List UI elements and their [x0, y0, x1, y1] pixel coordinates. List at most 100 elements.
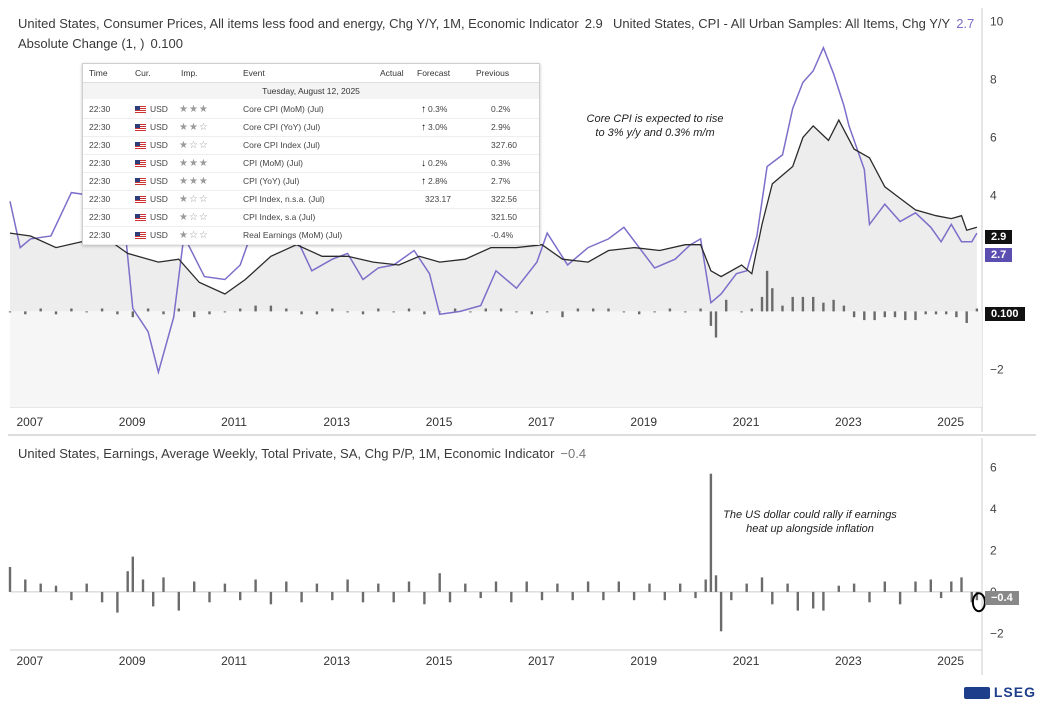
change-bar — [781, 305, 784, 312]
row-currency: USD — [135, 104, 168, 114]
earnings-bar — [377, 583, 380, 592]
top-x-tick-label: 2013 — [323, 415, 350, 429]
change-bar — [852, 311, 856, 318]
change-bar — [561, 311, 564, 318]
row-event: CPI (MoM) (Jul) — [243, 158, 303, 168]
importance-stars-icon: ★☆☆ — [179, 212, 209, 223]
calendar-row: 22:30 USD ★☆☆ CPI Index, s.a (Jul) 321.50 — [83, 208, 539, 227]
row-event: Core CPI (MoM) (Jul) — [243, 104, 324, 114]
earnings-annotation: The US dollar could rally if earnings he… — [700, 508, 920, 536]
bottom-x-tick-label: 2025 — [937, 654, 964, 668]
us-flag-icon — [135, 124, 146, 132]
forecast-arrow-icon: ↑ — [421, 104, 426, 115]
legend-cpi-title: United States, CPI - All Urban Samples: … — [613, 16, 951, 31]
bottom-x-tick-label: 2015 — [426, 654, 453, 668]
row-time: 22:30 — [89, 122, 111, 132]
earnings-bar — [730, 591, 733, 601]
earnings-bar — [556, 583, 559, 592]
row-currency: USD — [135, 194, 168, 204]
earnings-bar — [141, 579, 145, 592]
forecast-arrow-icon: ↓ — [421, 158, 426, 169]
change-bar — [791, 296, 794, 312]
change-bar — [85, 311, 88, 313]
earnings-bar — [852, 583, 856, 592]
change-bar — [208, 311, 211, 315]
earnings-bar — [193, 581, 196, 592]
row-event: CPI (YoY) (Jul) — [243, 176, 300, 186]
change-bar — [863, 311, 866, 321]
core-last-value-label: 2.9 — [985, 230, 1013, 244]
row-currency: USD — [135, 230, 168, 240]
change-bar — [131, 311, 134, 318]
change-bar — [392, 311, 395, 313]
negative-region-fill — [10, 311, 982, 407]
change-bar — [592, 308, 595, 312]
legend-diff-value: 0.100 — [150, 36, 184, 51]
change-bar — [239, 308, 242, 312]
earnings-bar — [162, 577, 165, 592]
row-previous: 0.3% — [491, 158, 511, 168]
change-bar — [300, 311, 303, 315]
legend-earnings-value: −0.4 — [560, 446, 587, 461]
core-cpi-line — [9, 118, 978, 295]
earnings-bar — [960, 577, 963, 592]
earnings-bar — [448, 591, 452, 603]
bottom-y-tick-label: 2 — [990, 543, 997, 557]
col-event: Event — [243, 68, 265, 78]
earnings-bar — [285, 581, 288, 592]
row-previous: 2.7% — [491, 176, 511, 186]
cpi-annotation-line-2: to 3% y/y and 0.3% m/m — [595, 127, 715, 139]
earnings-bar — [883, 581, 886, 592]
bottom-x-tick-label: 2021 — [733, 654, 760, 668]
change-bar — [177, 308, 180, 312]
change-bar — [832, 299, 835, 312]
change-bar — [607, 308, 610, 312]
row-previous: 2.9% — [491, 122, 511, 132]
change-bar — [8, 311, 12, 313]
row-time: 22:30 — [89, 140, 111, 150]
bottom-x-tick-label: 2019 — [630, 654, 657, 668]
earnings-bar — [632, 591, 636, 601]
earnings-bar — [694, 591, 697, 599]
change-bar — [423, 311, 426, 315]
legend-core-title: United States, Consumer Prices, All item… — [18, 16, 579, 31]
earnings-bar — [679, 583, 682, 592]
earnings-bar — [704, 579, 707, 592]
change-bar — [622, 311, 626, 313]
col-previous: Previous — [476, 68, 510, 78]
legend-diff-title: Absolute Change (1, ) — [18, 36, 145, 51]
change-bar — [70, 308, 73, 312]
change-bar — [361, 311, 365, 315]
col-forecast: Forecast — [417, 68, 451, 78]
legend-core-value: 2.9 — [584, 16, 603, 31]
row-forecast: ↓ 0.2% — [421, 158, 448, 169]
earnings-bar — [771, 591, 774, 605]
earnings-bar — [423, 591, 426, 605]
importance-stars-icon: ★★★ — [179, 158, 209, 169]
lseg-logo: LSEG — [963, 684, 1036, 700]
earnings-bar — [950, 581, 953, 592]
bottom-x-tick-label: 2023 — [835, 654, 862, 668]
change-bar — [254, 305, 257, 312]
change-bar — [484, 308, 487, 312]
earnings-bar — [39, 583, 42, 592]
earnings-bar — [116, 591, 119, 613]
top-y-tick-label: 6 — [990, 131, 997, 145]
us-flag-icon — [135, 142, 146, 150]
change-bar — [699, 308, 702, 312]
change-bar — [771, 288, 774, 312]
earnings-bar — [540, 591, 544, 601]
top-x-tick-label: 2015 — [426, 415, 453, 429]
earnings-bar — [663, 591, 666, 601]
change-bar — [725, 299, 728, 312]
change-bar — [955, 311, 958, 318]
cpi-annotation: Core CPI is expected to rise to 3% y/y a… — [560, 112, 750, 140]
change-bar — [193, 311, 196, 318]
change-bar — [924, 311, 927, 315]
legend-core: United States, Consumer Prices, All item… — [18, 16, 603, 31]
row-currency: USD — [135, 140, 168, 150]
calendar-row: 22:30 USD ★☆☆ Real Earnings (MoM) (Jul) -0.4… — [83, 226, 539, 245]
change-bar — [24, 311, 27, 315]
earnings-bar — [126, 571, 129, 592]
change-bar — [873, 311, 876, 321]
